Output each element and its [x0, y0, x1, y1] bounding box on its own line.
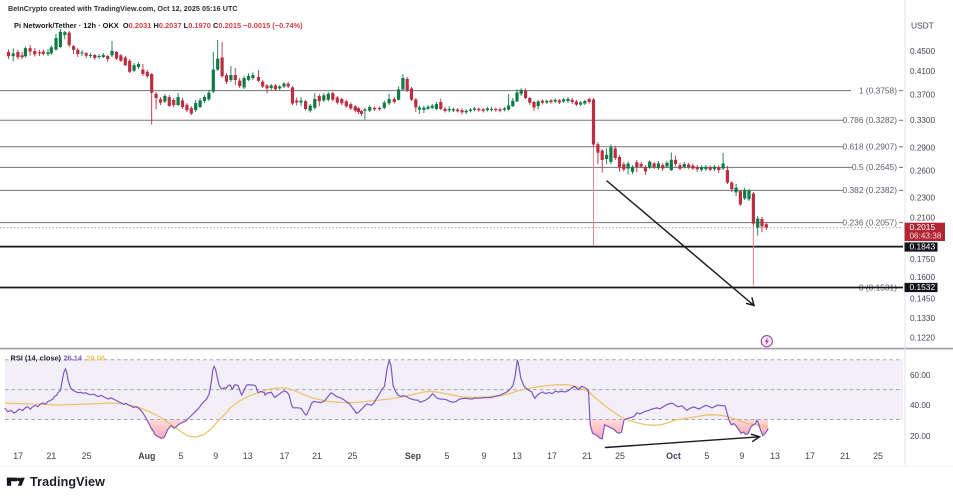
- svg-text:0.2600: 0.2600: [910, 167, 935, 176]
- svg-text:9: 9: [482, 451, 487, 461]
- svg-text:26.14: 26.14: [64, 354, 83, 363]
- svg-text:0.236 (0.2057): 0.236 (0.2057): [843, 217, 898, 227]
- svg-text:1 (0.3758): 1 (0.3758): [859, 85, 897, 95]
- svg-text:Oct: Oct: [666, 451, 681, 461]
- svg-text:25: 25: [873, 451, 883, 461]
- svg-text:06:43:38: 06:43:38: [910, 232, 942, 241]
- svg-text:0.1220: 0.1220: [910, 334, 935, 343]
- svg-text:13: 13: [243, 451, 253, 461]
- svg-text:0.1450: 0.1450: [910, 295, 935, 304]
- svg-text:21: 21: [840, 451, 850, 461]
- svg-text:0.3300: 0.3300: [910, 116, 935, 125]
- svg-text:0.1843: 0.1843: [910, 242, 936, 252]
- svg-text:9: 9: [740, 451, 745, 461]
- svg-text:25: 25: [348, 451, 358, 461]
- svg-text:17: 17: [13, 451, 23, 461]
- svg-text:RSI (14, close): RSI (14, close): [11, 354, 62, 363]
- svg-text:0.2900: 0.2900: [910, 144, 935, 153]
- svg-text:TradingView: TradingView: [30, 475, 105, 489]
- svg-text:29.06: 29.06: [87, 354, 106, 363]
- svg-text:21: 21: [312, 451, 322, 461]
- svg-text:13: 13: [770, 451, 780, 461]
- svg-text:0.618 (0.2907): 0.618 (0.2907): [843, 142, 898, 152]
- svg-text:Sep: Sep: [405, 451, 422, 461]
- svg-text:17: 17: [805, 451, 815, 461]
- svg-text:0.786 (0.3282): 0.786 (0.3282): [843, 115, 898, 125]
- svg-text:20.00: 20.00: [910, 432, 931, 441]
- svg-text:25: 25: [615, 451, 625, 461]
- svg-text:0.1600: 0.1600: [910, 273, 935, 282]
- svg-text:0.2100: 0.2100: [910, 214, 935, 223]
- svg-text:0.5 (0.2645): 0.5 (0.2645): [852, 162, 897, 172]
- svg-text:0.4100: 0.4100: [910, 67, 935, 76]
- svg-text:0.2015: 0.2015: [910, 222, 936, 232]
- svg-text:0.3700: 0.3700: [910, 90, 935, 99]
- svg-text:0.4500: 0.4500: [910, 47, 935, 56]
- svg-text:9: 9: [213, 451, 218, 461]
- svg-text:0.1330: 0.1330: [910, 314, 935, 323]
- svg-text:21: 21: [47, 451, 57, 461]
- svg-text:25: 25: [82, 451, 92, 461]
- svg-text:60.00: 60.00: [910, 371, 931, 380]
- svg-text:21: 21: [582, 451, 592, 461]
- svg-text:5: 5: [445, 451, 450, 461]
- svg-text:17: 17: [280, 451, 290, 461]
- svg-text:13: 13: [512, 451, 522, 461]
- svg-text:0.1532: 0.1532: [910, 282, 936, 292]
- svg-text:5: 5: [179, 451, 184, 461]
- svg-text:0.382 (0.2382): 0.382 (0.2382): [843, 185, 898, 195]
- svg-text:17: 17: [547, 451, 557, 461]
- svg-text:0.2300: 0.2300: [910, 194, 935, 203]
- svg-text:40.00: 40.00: [910, 401, 931, 410]
- svg-text:0.1750: 0.1750: [910, 255, 935, 264]
- svg-text:USDT: USDT: [911, 21, 934, 31]
- svg-text:Aug: Aug: [138, 451, 155, 461]
- svg-text:5: 5: [705, 451, 710, 461]
